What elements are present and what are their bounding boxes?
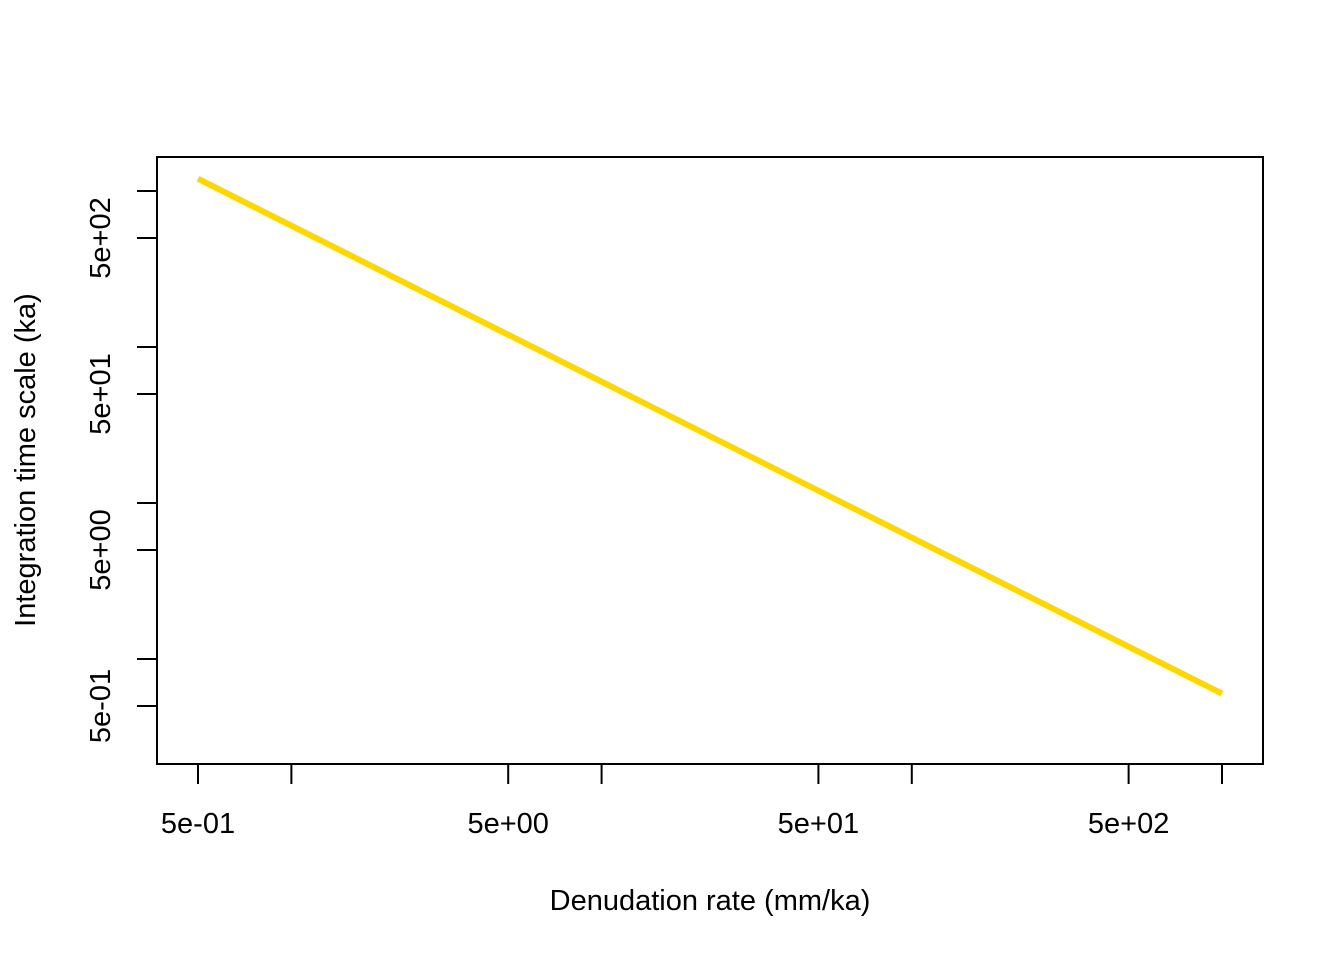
series-layer (196, 176, 1224, 697)
y-axis: 5e-01 5e+00 5e+01 5e+02 (85, 190, 157, 743)
x-tick-label: 5e+02 (1088, 808, 1169, 840)
y-tick-label: 5e+01 (85, 353, 117, 434)
series-line-0 (196, 176, 1224, 697)
x-tick-label: 5e+01 (778, 808, 859, 840)
y-tick-label: 5e+02 (85, 197, 117, 278)
y-tick-label: 5e-01 (85, 669, 117, 743)
x-axis-title: Denudation rate (mm/ka) (550, 885, 871, 917)
y-axis-title: Integration time scale (ka) (10, 293, 42, 627)
x-tick-label: 5e-01 (161, 808, 235, 840)
plot-frame (156, 156, 1264, 765)
y-tick-label: 5e+00 (85, 509, 117, 590)
x-tick-label: 5e+00 (467, 808, 548, 840)
x-axis: 5e-01 5e+00 5e+01 5e+02 (161, 764, 1223, 840)
